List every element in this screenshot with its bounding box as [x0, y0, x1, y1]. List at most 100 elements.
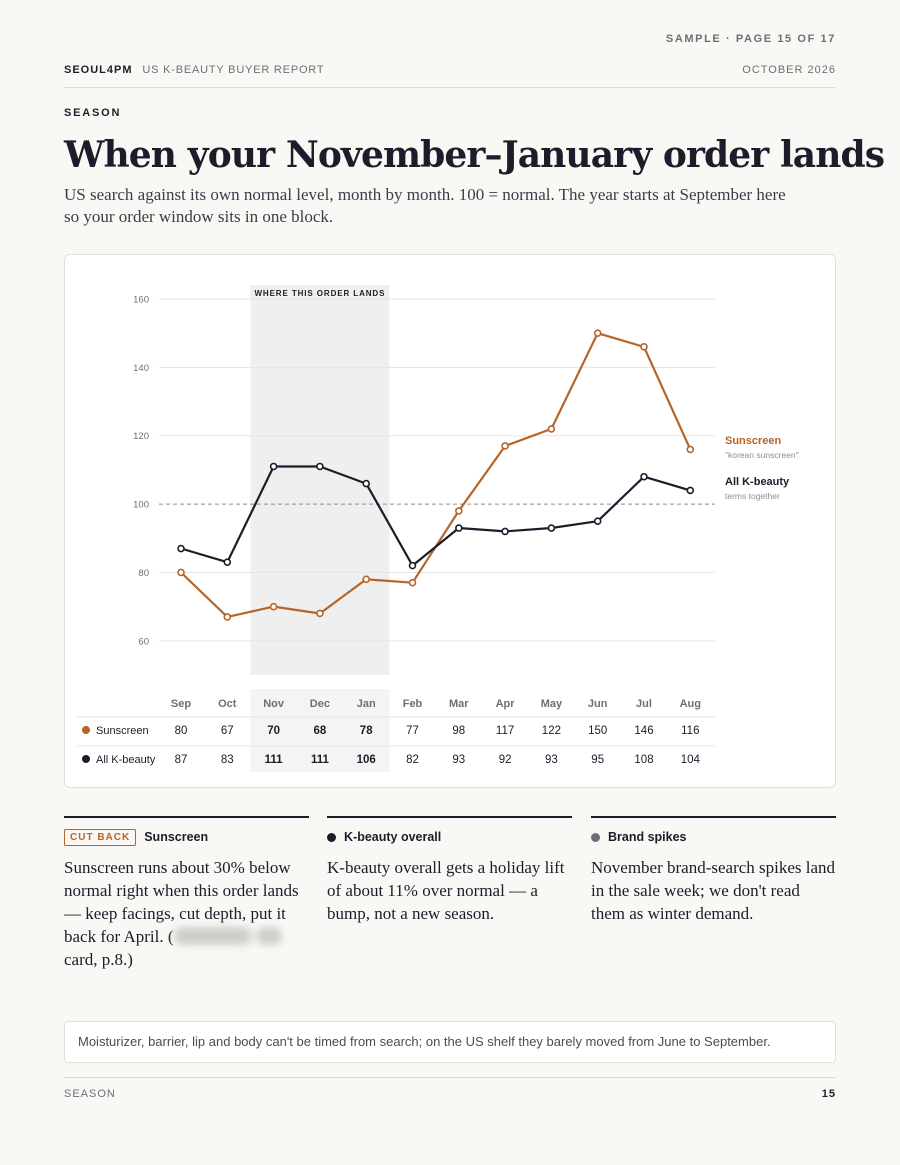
x-tick-label: Sep [171, 698, 191, 710]
table-value: 98 [452, 725, 465, 737]
order-window-label: WHERE THIS ORDER LANDS [254, 289, 385, 298]
series-note: "korean sunscreen" [725, 450, 799, 460]
seasonality-chart: WHERE THIS ORDER LANDS 60 80 100 120 140 160 Su… [77, 285, 799, 772]
data-point-sunscreen [223, 613, 232, 621]
x-tick-label: Mar [449, 698, 469, 710]
footnote-box: Moisturizer, barrier, lip and body can't… [64, 1021, 836, 1063]
takeaway-title: K-beauty overall [344, 830, 442, 844]
table-series-name: Sunscreen [96, 725, 149, 737]
table-value: 122 [542, 725, 561, 737]
data-point-all-k-beauty [408, 561, 417, 570]
data-point-all-k-beauty [223, 558, 232, 567]
data-point-all-k-beauty [269, 462, 278, 471]
table-value: 92 [499, 754, 512, 766]
table-value: 82 [406, 754, 419, 766]
x-tick-label: Jul [636, 698, 652, 710]
table-value: 111 [265, 754, 284, 766]
table-value: 83 [221, 754, 234, 766]
x-tick-label: May [541, 698, 563, 710]
data-point-all-k-beauty [547, 524, 556, 532]
x-tick-label: Feb [403, 698, 423, 710]
data-point-all-k-beauty [454, 524, 463, 532]
data-point-sunscreen [408, 578, 417, 587]
data-point-sunscreen [547, 425, 556, 433]
data-point-all-k-beauty [316, 462, 324, 471]
data-point-sunscreen [593, 329, 602, 337]
y-tick-label: 160 [133, 295, 149, 306]
table-value: 93 [545, 754, 558, 766]
chart-card: WHERE THIS ORDER LANDS 60 80 100 120 140 160 Su… [64, 254, 836, 788]
table-value: 146 [634, 725, 653, 737]
table-value: 93 [452, 754, 465, 766]
data-point-sunscreen [686, 445, 695, 454]
y-tick-label: 60 [138, 636, 149, 647]
table-value: 95 [591, 754, 604, 766]
data-point-sunscreen [454, 507, 463, 515]
page-number: 15 [821, 1088, 836, 1100]
data-point-all-k-beauty [362, 479, 371, 488]
table-value: 67 [221, 725, 234, 737]
takeaway-body: November brand-search spikes land in the… [591, 858, 836, 923]
data-point-sunscreen [362, 575, 371, 584]
masthead: SEOUL4PM US K-BEAUTY BUYER REPORT OCTOBE… [64, 64, 836, 88]
series-dot-icon [82, 726, 90, 734]
table-value: 104 [681, 754, 701, 766]
report-page: SAMPLE · PAGE 15 OF 17 SEOUL4PM US K-BEA… [64, 0, 885, 1165]
series-line-all-k-beauty [180, 465, 691, 567]
table-value: 78 [360, 725, 373, 737]
series-label: Sunscreen [725, 435, 782, 447]
page-footer: SEASON 15 [64, 1077, 836, 1100]
takeaway-title: Sunscreen [144, 830, 209, 844]
data-point-all-k-beauty [640, 472, 648, 481]
series-dot-icon [591, 832, 600, 842]
x-tick-label: Dec [310, 698, 330, 710]
report-date: OCTOBER 2026 [742, 64, 836, 76]
table-value: 70 [267, 725, 280, 737]
data-point-all-k-beauty [686, 486, 695, 495]
y-tick-label: 140 [133, 363, 149, 374]
sample-page-indicator: SAMPLE · PAGE 15 OF 17 [665, 33, 836, 45]
data-point-sunscreen [177, 568, 185, 577]
x-tick-label: Jan [357, 698, 376, 710]
page-subtitle: US search against its own normal level, … [64, 185, 786, 226]
y-tick-label: 80 [138, 568, 149, 579]
order-window-table-band [250, 689, 390, 772]
table-value: 80 [175, 725, 188, 737]
takeaway-brand-spikes: Brand spikes November brand-search spike… [591, 816, 836, 925]
data-point-all-k-beauty [177, 544, 185, 553]
takeaway-body: Sunscreen runs about 30% below normal ri… [64, 858, 299, 969]
section-kicker: SEASON [64, 107, 122, 119]
table-value: 111 [311, 754, 330, 766]
x-tick-label: Apr [496, 698, 516, 710]
takeaway-kbeauty: K-beauty overall K-beauty overall gets a… [327, 816, 572, 925]
data-point-all-k-beauty [593, 517, 602, 525]
x-tick-label: Aug [680, 698, 701, 710]
table-value: 68 [314, 725, 327, 737]
x-tick-label: Nov [263, 698, 285, 710]
page-title: When your November–January order lands [64, 134, 885, 176]
y-tick-label: 100 [133, 500, 149, 511]
table-value: 108 [634, 754, 653, 766]
report-name: US K-BEAUTY BUYER REPORT [142, 64, 325, 76]
series-label: All K-beauty [725, 476, 790, 488]
data-point-sunscreen [316, 609, 324, 618]
takeaway-body: K-beauty overall gets a holiday lift of … [327, 858, 565, 923]
redacted-text [173, 927, 252, 945]
data-point-all-k-beauty [501, 527, 509, 536]
table-series-name: All K-beauty [96, 754, 156, 766]
table-value: 77 [406, 725, 419, 737]
series-dot-icon [82, 755, 90, 763]
redacted-text [255, 927, 282, 945]
table-value: 106 [357, 754, 376, 766]
takeaway-title: Brand spikes [608, 830, 687, 844]
takeaway-sunscreen: CUT BACK Sunscreen Sunscreen runs about … [64, 816, 309, 971]
x-tick-label: Jun [588, 698, 608, 710]
footer-section: SEASON [64, 1088, 116, 1100]
table-value: 116 [681, 725, 699, 737]
data-point-sunscreen [501, 442, 509, 450]
series-note: terms together [725, 491, 780, 501]
table-value: 117 [496, 725, 514, 737]
data-point-sunscreen [269, 602, 278, 611]
table-value: 150 [588, 725, 607, 737]
table-value: 87 [175, 754, 188, 766]
